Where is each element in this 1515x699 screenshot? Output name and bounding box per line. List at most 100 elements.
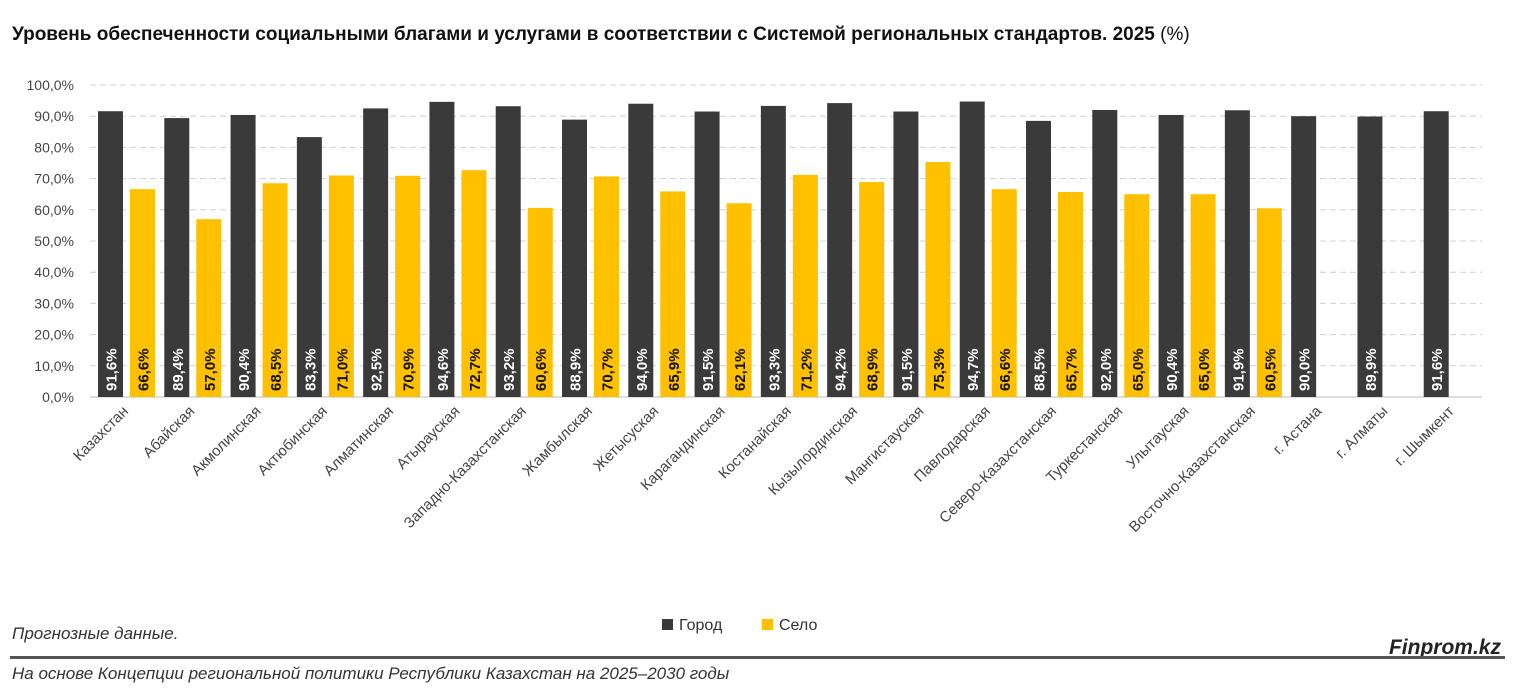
bar-selo xyxy=(1058,192,1083,397)
legend-swatch xyxy=(762,619,773,630)
data-label: 65,0% xyxy=(1196,348,1213,391)
x-tick-label: г. Алматы xyxy=(1332,403,1391,462)
legend-label: Город xyxy=(679,617,723,634)
x-tick-label: Западно-Казахстанская xyxy=(401,403,530,532)
bar-selo xyxy=(130,189,155,397)
x-tick-label: Северо-Казахстанская xyxy=(936,403,1060,527)
data-label: 89,4% xyxy=(170,348,187,391)
bar-selo xyxy=(792,174,818,397)
data-label: 89,9% xyxy=(1363,348,1380,391)
data-label: 93,2% xyxy=(501,348,518,391)
forecast-note: Прогнозные данные. xyxy=(12,624,179,643)
legend-label: Село xyxy=(779,617,817,634)
x-tick-label: г. Астана xyxy=(1270,402,1326,458)
data-label: 57,0% xyxy=(202,348,219,391)
x-tick-label: Абайская xyxy=(140,403,199,462)
data-label: 94,6% xyxy=(435,348,452,391)
bar-gorod xyxy=(495,106,521,397)
bar-gorod xyxy=(1423,111,1449,397)
data-label: 94,0% xyxy=(634,348,651,391)
y-tick-label: 40,0% xyxy=(34,264,74,280)
data-label: 91,9% xyxy=(1230,348,1247,391)
data-label: 91,5% xyxy=(899,348,916,391)
y-tick-label: 20,0% xyxy=(34,327,74,343)
chart-title: Уровень обеспеченности социальными блага… xyxy=(12,24,1190,46)
legend-swatch xyxy=(662,619,673,630)
bar-gorod xyxy=(429,101,455,398)
bar-gorod xyxy=(694,111,720,398)
data-label: 66,6% xyxy=(997,348,1014,391)
data-label: 94,7% xyxy=(965,348,982,391)
bar-gorod xyxy=(760,105,786,398)
data-label: 70,9% xyxy=(401,348,418,391)
y-tick-label: 60,0% xyxy=(34,202,74,218)
data-label: 94,2% xyxy=(833,348,850,391)
bar-gorod xyxy=(562,119,587,397)
bar-gorod xyxy=(959,101,985,397)
y-tick-label: 50,0% xyxy=(34,233,74,249)
bar-gorod xyxy=(98,111,123,397)
data-label: 90,0% xyxy=(1297,348,1314,391)
bar-gorod xyxy=(827,103,853,397)
bar-gorod xyxy=(893,111,919,398)
bar-selo xyxy=(991,189,1017,397)
bar-gorod xyxy=(230,114,256,398)
x-tick-label: Жамбылская xyxy=(519,403,596,480)
data-label: 91,6% xyxy=(104,348,121,391)
bar-gorod xyxy=(1357,116,1383,398)
bar-selo xyxy=(859,182,885,397)
bar-gorod xyxy=(1158,114,1184,398)
bar-gorod xyxy=(1092,109,1118,398)
data-label: 92,0% xyxy=(1098,348,1115,391)
title-unit: (%) xyxy=(1160,24,1190,45)
data-label: 75,3% xyxy=(931,348,948,391)
bar-selo xyxy=(1124,194,1150,397)
x-tick-label: Алматинская xyxy=(320,403,397,480)
data-label: 83,3% xyxy=(302,348,319,391)
source-note: На основе Концепции региональной политик… xyxy=(12,664,730,683)
y-tick-label: 80,0% xyxy=(34,139,74,155)
data-label: 71,2% xyxy=(798,348,815,391)
data-label: 65,0% xyxy=(1130,348,1147,391)
title-text: Уровень обеспеченности социальными блага… xyxy=(12,24,1155,45)
bar-selo xyxy=(1256,208,1282,397)
y-tick-label: 90,0% xyxy=(34,108,74,124)
data-label: 71,0% xyxy=(334,348,351,391)
x-tick-label: Атырауская xyxy=(393,403,463,473)
bar-selo xyxy=(594,176,619,397)
data-label: 68,9% xyxy=(865,348,882,391)
data-label: 90,4% xyxy=(236,348,253,391)
bar-gorod xyxy=(296,137,322,397)
x-tick-label: Восточно-Казахстанская xyxy=(1126,403,1259,536)
data-label: 88,9% xyxy=(568,348,585,391)
data-label: 93,3% xyxy=(766,348,783,391)
bar-selo xyxy=(726,203,752,397)
x-tick-label: Акмолинская xyxy=(188,403,264,479)
bar-gorod xyxy=(164,118,190,398)
data-label: 90,4% xyxy=(1164,348,1181,391)
bar-selo xyxy=(262,183,288,397)
brand-logo: Finprom.kz xyxy=(1388,636,1501,659)
data-label: 91,5% xyxy=(700,348,717,391)
data-label: 70,7% xyxy=(600,348,617,391)
x-tick-label: г. Шымкент xyxy=(1391,403,1458,470)
bar-selo xyxy=(196,219,222,397)
bar-gorod xyxy=(1291,116,1317,397)
y-tick-label: 10,0% xyxy=(34,358,74,374)
bar-gorod xyxy=(1026,120,1051,397)
data-label: 91,6% xyxy=(1429,348,1446,391)
x-tick-label: Казахстан xyxy=(70,403,132,465)
x-tick-label: Жетысуская xyxy=(590,403,662,475)
bar-selo xyxy=(395,175,421,397)
divider xyxy=(10,656,1505,659)
bar-selo xyxy=(925,162,951,397)
bar-gorod xyxy=(363,108,389,398)
data-label: 65,7% xyxy=(1064,348,1081,391)
bar-selo xyxy=(527,207,553,397)
data-label: 62,1% xyxy=(732,348,749,391)
data-label: 65,9% xyxy=(666,348,683,391)
bar-selo xyxy=(328,175,354,397)
bar-selo xyxy=(1190,194,1216,397)
